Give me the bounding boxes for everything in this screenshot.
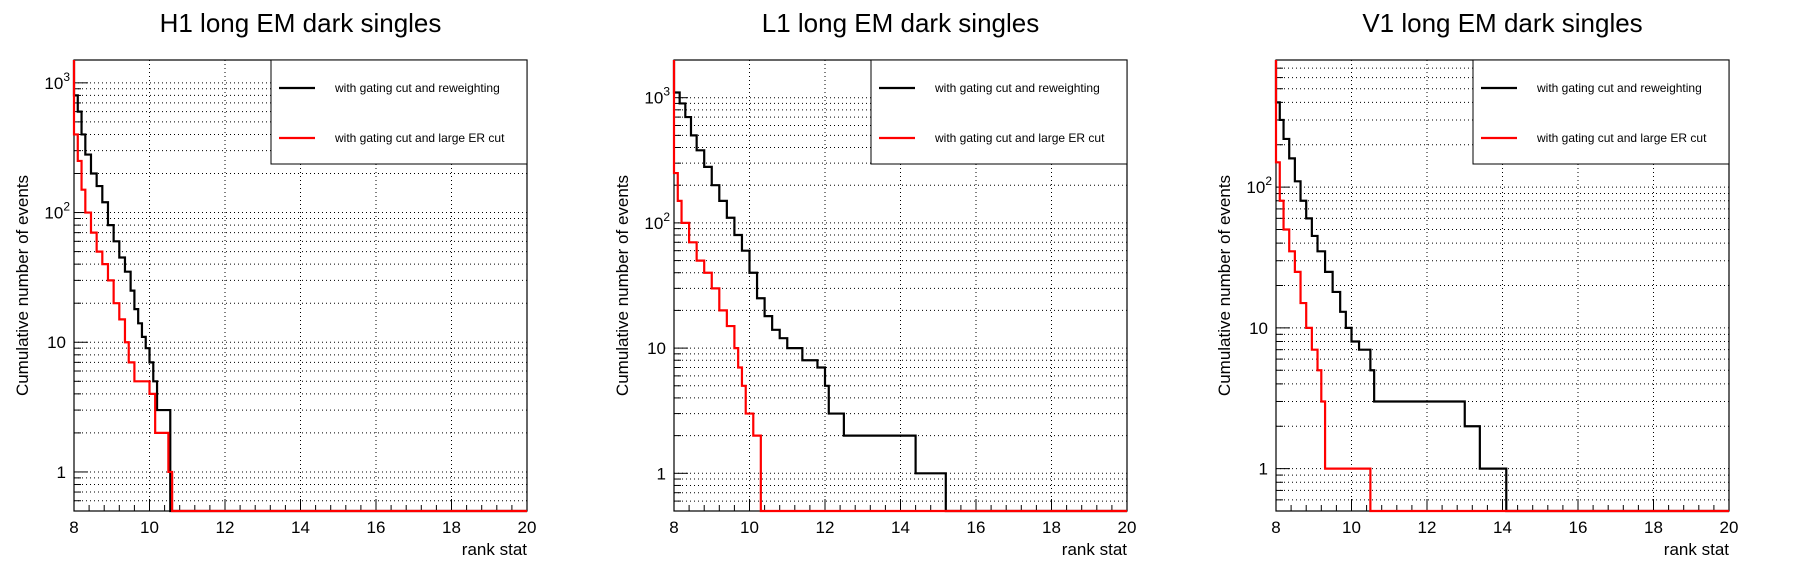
y-tick-label: 1 (1259, 460, 1268, 479)
legend: with gating cut and reweighting with gati… (870, 59, 1128, 165)
x-tick-label: 12 (1418, 518, 1437, 537)
x-tick-label: 12 (216, 518, 235, 537)
y-tick-label: 103 (644, 85, 670, 108)
y-axis-label: Cumulative number of events (613, 175, 632, 396)
legend-box (270, 59, 528, 165)
y-axis-label: Cumulative number of events (1215, 175, 1234, 396)
y-tick-label: 1 (657, 464, 666, 483)
y-tick-label: 10 (47, 333, 66, 352)
y-axis-label: Cumulative number of events (13, 175, 32, 396)
x-tick-label: 8 (1271, 518, 1280, 537)
legend: with gating cut and reweighting with gati… (1472, 59, 1730, 165)
y-tick-label: 102 (1246, 174, 1272, 197)
x-tick-label: 20 (1118, 518, 1137, 537)
x-tick-label: 10 (1342, 518, 1361, 537)
x-tick-label: 14 (891, 518, 910, 537)
x-tick-label: 20 (1720, 518, 1739, 537)
x-tick-label: 8 (69, 518, 78, 537)
x-tick-label: 18 (442, 518, 461, 537)
x-axis-label: rank stat (1062, 540, 1127, 559)
series-line-red (1274, 60, 1729, 513)
y-tick-label: 10 (647, 339, 666, 358)
legend-label-red: with gating cut and large ER cut (934, 131, 1105, 145)
legend-label-red: with gating cut and large ER cut (334, 131, 505, 145)
y-tick-label: 103 (44, 70, 70, 93)
x-tick-label: 16 (967, 518, 986, 537)
legend-label-red: with gating cut and large ER cut (1536, 131, 1707, 145)
x-tick-label: 14 (1493, 518, 1512, 537)
legend-label-black: with gating cut and reweighting (334, 81, 500, 95)
chart-title: V1 long EM dark singles (1362, 8, 1642, 38)
y-tick-label: 102 (44, 200, 70, 223)
y-tick-label: 1 (57, 463, 66, 482)
series-line-black (72, 60, 527, 513)
chart-title: L1 long EM dark singles (762, 8, 1039, 38)
x-tick-label: 16 (1569, 518, 1588, 537)
x-tick-label: 10 (140, 518, 159, 537)
x-tick-label: 10 (740, 518, 759, 537)
y-tick-label: 102 (644, 210, 670, 233)
x-axis-label: rank stat (1664, 540, 1729, 559)
chart-title: H1 long EM dark singles (160, 8, 442, 38)
x-tick-label: 20 (518, 518, 537, 537)
series-line-red (672, 60, 1127, 513)
series-line-black (1274, 60, 1729, 513)
x-tick-label: 14 (291, 518, 310, 537)
x-tick-label: 8 (669, 518, 678, 537)
x-tick-label: 12 (816, 518, 835, 537)
x-tick-label: 18 (1042, 518, 1061, 537)
y-tick-label: 10 (1249, 319, 1268, 338)
legend-box (870, 59, 1128, 165)
x-axis-label: rank stat (462, 540, 527, 559)
legend-label-black: with gating cut and reweighting (934, 81, 1100, 95)
legend-box (1472, 59, 1730, 165)
panel-1: H1 long EM dark singles 8 10 12 14 16 18 20 1 10 1… (13, 8, 536, 559)
legend-label-black: with gating cut and reweighting (1536, 81, 1702, 95)
series-line-black (672, 60, 1127, 513)
panel-2: L1 long EM dark singles 8 10 12 14 16 18 20 1 10 1… (613, 8, 1136, 559)
series-line-red (72, 60, 527, 513)
x-tick-label: 16 (367, 518, 386, 537)
x-tick-label: 18 (1644, 518, 1663, 537)
legend: with gating cut and reweighting with gati… (270, 59, 528, 165)
panel-3: V1 long EM dark singles 8 10 12 14 16 18 20 1 10 1… (1215, 8, 1738, 559)
